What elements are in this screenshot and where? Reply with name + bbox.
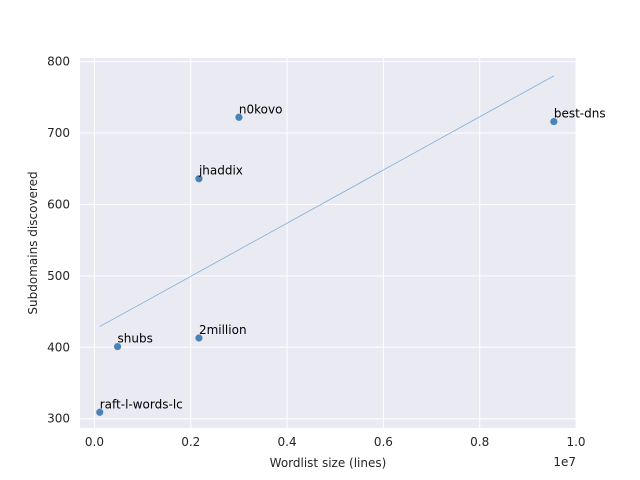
data-point-label: jhaddix	[198, 164, 243, 178]
y-tick-label: 700	[47, 126, 70, 140]
data-point	[96, 408, 104, 416]
data-point	[195, 334, 203, 342]
x-tick-label: 1.0	[566, 435, 585, 449]
x-axis-label: Wordlist size (lines)	[270, 456, 387, 470]
data-point	[195, 175, 203, 183]
data-point-label: n0kovo	[239, 102, 283, 116]
x-tick-label: 0.0	[85, 435, 104, 449]
data-point-label: shubs	[118, 332, 153, 346]
data-point	[235, 113, 243, 121]
ticks-group: 0.0 0.2 0.4 0.6 0.8 1.0 300 400 500 600 700 800	[47, 55, 585, 449]
plot-background	[80, 58, 576, 428]
points-group: raft-l-words-lc shubs 2million jhaddix n0kov…	[96, 102, 606, 416]
data-point-label: 2million	[199, 323, 247, 337]
trendline-group	[99, 75, 555, 327]
y-axis-label: Subdomains discovered	[26, 171, 40, 314]
data-point-label: raft-l-words-lc	[100, 397, 183, 411]
grid	[80, 58, 577, 428]
x-tick-label: 0.8	[470, 435, 489, 449]
x-tick-label: 0.4	[278, 435, 297, 449]
y-tick-label: 800	[47, 55, 70, 69]
data-point	[113, 342, 122, 351]
y-tick-label: 300	[47, 412, 70, 426]
y-tick-label: 500	[47, 269, 70, 283]
trendline	[99, 75, 555, 327]
y-tick-label: 600	[47, 197, 70, 211]
y-tick-label: 400	[47, 340, 70, 354]
data-point-label: best-dns	[554, 107, 606, 121]
x-tick-label: 0.2	[181, 435, 200, 449]
x-offset-label: 1e7	[553, 455, 576, 469]
x-tick-label: 0.6	[374, 435, 393, 449]
data-point	[550, 117, 558, 126]
